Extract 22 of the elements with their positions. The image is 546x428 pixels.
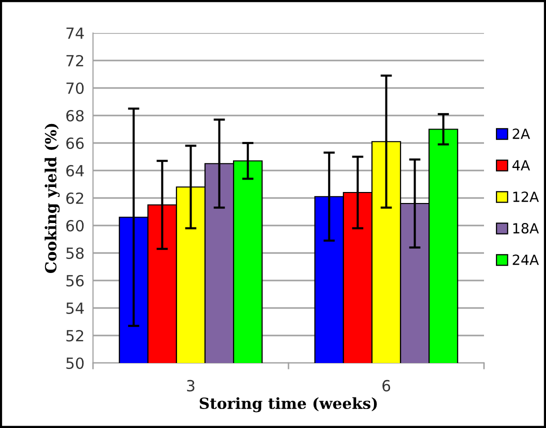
y-tick-label: 62	[66, 192, 84, 204]
y-tick-label: 68	[66, 110, 84, 122]
x-tick-label: 6	[382, 380, 390, 392]
y-tick-label: 54	[66, 302, 84, 314]
y-tick-label: 72	[66, 54, 84, 66]
legend-label: 12A	[513, 192, 539, 202]
legend-label: 18A	[513, 223, 539, 234]
y-tick-label: 64	[66, 164, 84, 177]
y-tick-label: 70	[66, 82, 84, 94]
y-tick-label: 60	[66, 220, 84, 232]
y-tick-label: 74	[66, 28, 84, 39]
y-tick-label: 66	[66, 137, 84, 150]
y-tick-label: 56	[66, 274, 84, 287]
legend-label: 2A	[512, 128, 530, 139]
y-axis-title: Cooking yield (%)	[44, 124, 60, 273]
y-tick-label: 50	[66, 357, 84, 370]
x-tick-label: 3	[187, 380, 194, 392]
legend-label: 4A	[512, 160, 530, 170]
y-tick-label: 58	[66, 247, 84, 260]
legend-label: 24A	[512, 254, 539, 265]
x-axis-title: Storing time (weeks)	[200, 397, 377, 412]
y-tick-label: 52	[66, 330, 84, 342]
